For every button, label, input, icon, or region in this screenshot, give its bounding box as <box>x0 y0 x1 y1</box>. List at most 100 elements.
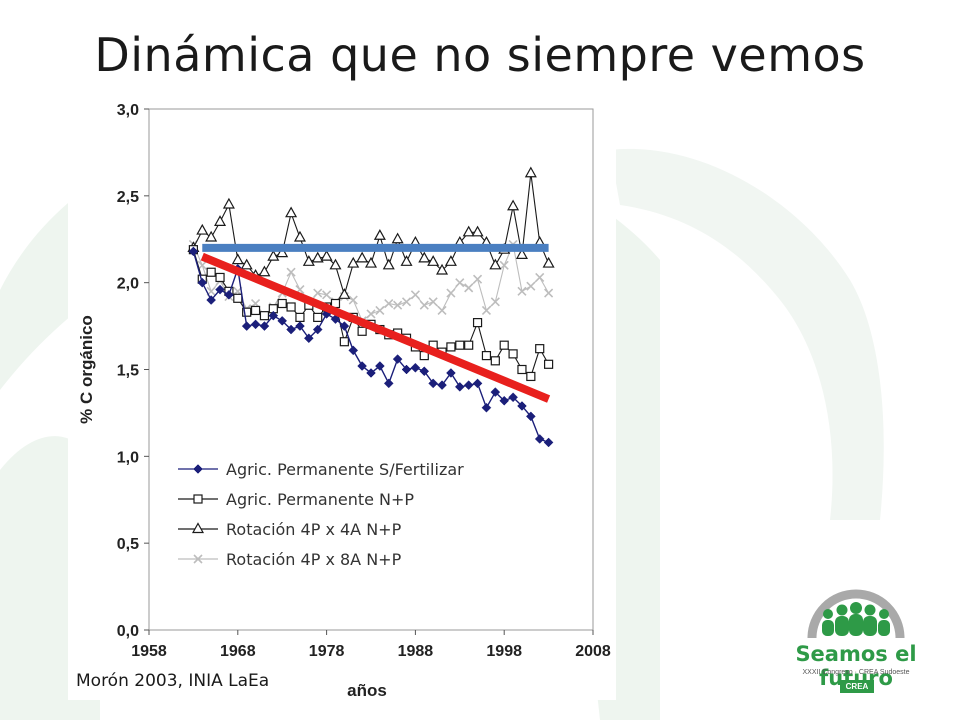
data-point <box>524 166 537 178</box>
data-point <box>471 225 484 237</box>
logo-people-icon <box>807 589 905 639</box>
x-tick-label: 1958 <box>131 643 167 660</box>
data-point <box>410 362 421 373</box>
data-point <box>197 260 207 270</box>
data-point <box>499 340 509 350</box>
data-point <box>356 251 369 263</box>
data-point <box>196 223 209 235</box>
data-point <box>268 310 279 321</box>
data-point <box>215 272 225 283</box>
legend-label: Rotación 4P x 4A N+P <box>226 520 402 539</box>
y-tick-label: 1,5 <box>117 363 139 380</box>
slide-title: Dinámica que no siempre vemos <box>94 28 866 82</box>
data-point <box>392 354 403 364</box>
y-tick-label: 2,5 <box>117 189 139 206</box>
data-point <box>437 305 447 316</box>
data-point <box>241 321 252 331</box>
x-tick-label: 1978 <box>309 643 345 660</box>
data-point <box>517 401 527 411</box>
data-point <box>197 277 208 288</box>
y-tick-label: 3,0 <box>117 102 139 119</box>
data-point <box>508 349 518 359</box>
data-point <box>517 364 527 375</box>
data-point <box>428 378 439 389</box>
y-tick-label: 1,0 <box>117 449 139 466</box>
data-point <box>215 284 225 295</box>
data-point <box>313 288 323 298</box>
data-point <box>286 302 296 312</box>
data-point <box>267 249 280 261</box>
data-point <box>464 340 474 350</box>
data-point <box>224 289 234 300</box>
data-point <box>347 256 360 268</box>
data-point <box>276 246 289 258</box>
data-point <box>312 324 323 335</box>
data-point <box>499 395 510 406</box>
data-point <box>382 258 395 270</box>
data-point <box>383 378 394 389</box>
data-point <box>454 382 465 392</box>
data-point <box>410 290 420 300</box>
data-point <box>481 305 492 316</box>
data-point <box>515 248 528 259</box>
legend-label: Agric. Permanente N+P <box>226 490 414 509</box>
data-point <box>391 232 404 244</box>
data-point <box>499 260 509 270</box>
series-line <box>192 251 549 444</box>
data-point <box>259 321 270 331</box>
legend-label: Agric. Permanente S/Fertilizar <box>226 460 464 479</box>
data-point <box>348 345 359 356</box>
data-point <box>463 380 474 390</box>
data-point <box>313 312 323 322</box>
data-point <box>295 312 305 322</box>
data-point <box>455 340 465 350</box>
data-point <box>233 293 243 303</box>
data-point <box>384 298 394 309</box>
data-point <box>357 361 367 371</box>
data-point <box>339 337 349 347</box>
data-point <box>339 321 350 331</box>
data-point <box>206 295 217 305</box>
data-point <box>193 554 203 564</box>
data-point <box>534 434 545 444</box>
data-point <box>348 295 358 305</box>
data-point <box>322 290 332 300</box>
data-point <box>375 361 385 371</box>
data-point <box>373 229 386 240</box>
logo-subtitle: XXXII Congreso · CREA Sudoeste <box>802 669 910 676</box>
data-point <box>472 318 483 328</box>
data-point <box>428 297 438 307</box>
data-point <box>472 274 483 284</box>
data-point <box>357 326 367 336</box>
data-point <box>329 258 342 270</box>
data-point <box>544 359 554 369</box>
data-point <box>535 344 545 354</box>
data-point <box>462 225 475 237</box>
data-point <box>258 265 271 277</box>
data-point <box>418 251 431 263</box>
data-point <box>508 392 518 403</box>
x-tick-label: 1968 <box>220 643 256 660</box>
data-point <box>303 333 314 344</box>
data-point <box>427 255 440 266</box>
data-point <box>293 230 306 242</box>
data-point <box>489 258 502 270</box>
data-point <box>526 281 536 291</box>
data-point <box>311 251 324 263</box>
data-point <box>393 300 403 310</box>
data-point <box>366 368 376 378</box>
legend-label: Rotación 4P x 8A N+P <box>226 550 402 569</box>
data-point <box>302 255 315 266</box>
data-point <box>214 215 227 226</box>
data-point <box>542 256 555 268</box>
data-point <box>250 319 261 330</box>
data-point <box>446 288 456 298</box>
data-point <box>277 298 287 309</box>
data-point <box>250 305 261 316</box>
data-point <box>193 464 203 474</box>
data-point <box>364 256 378 268</box>
data-point <box>240 258 253 270</box>
logo-crea-badge: CREA <box>840 680 874 693</box>
x-tick-label: 1988 <box>398 643 434 660</box>
chart-panel: 0,0 0,5 1,0 1,5 2,0 2,5 3,0 1958 1968 1978 1988 199… <box>68 92 616 700</box>
